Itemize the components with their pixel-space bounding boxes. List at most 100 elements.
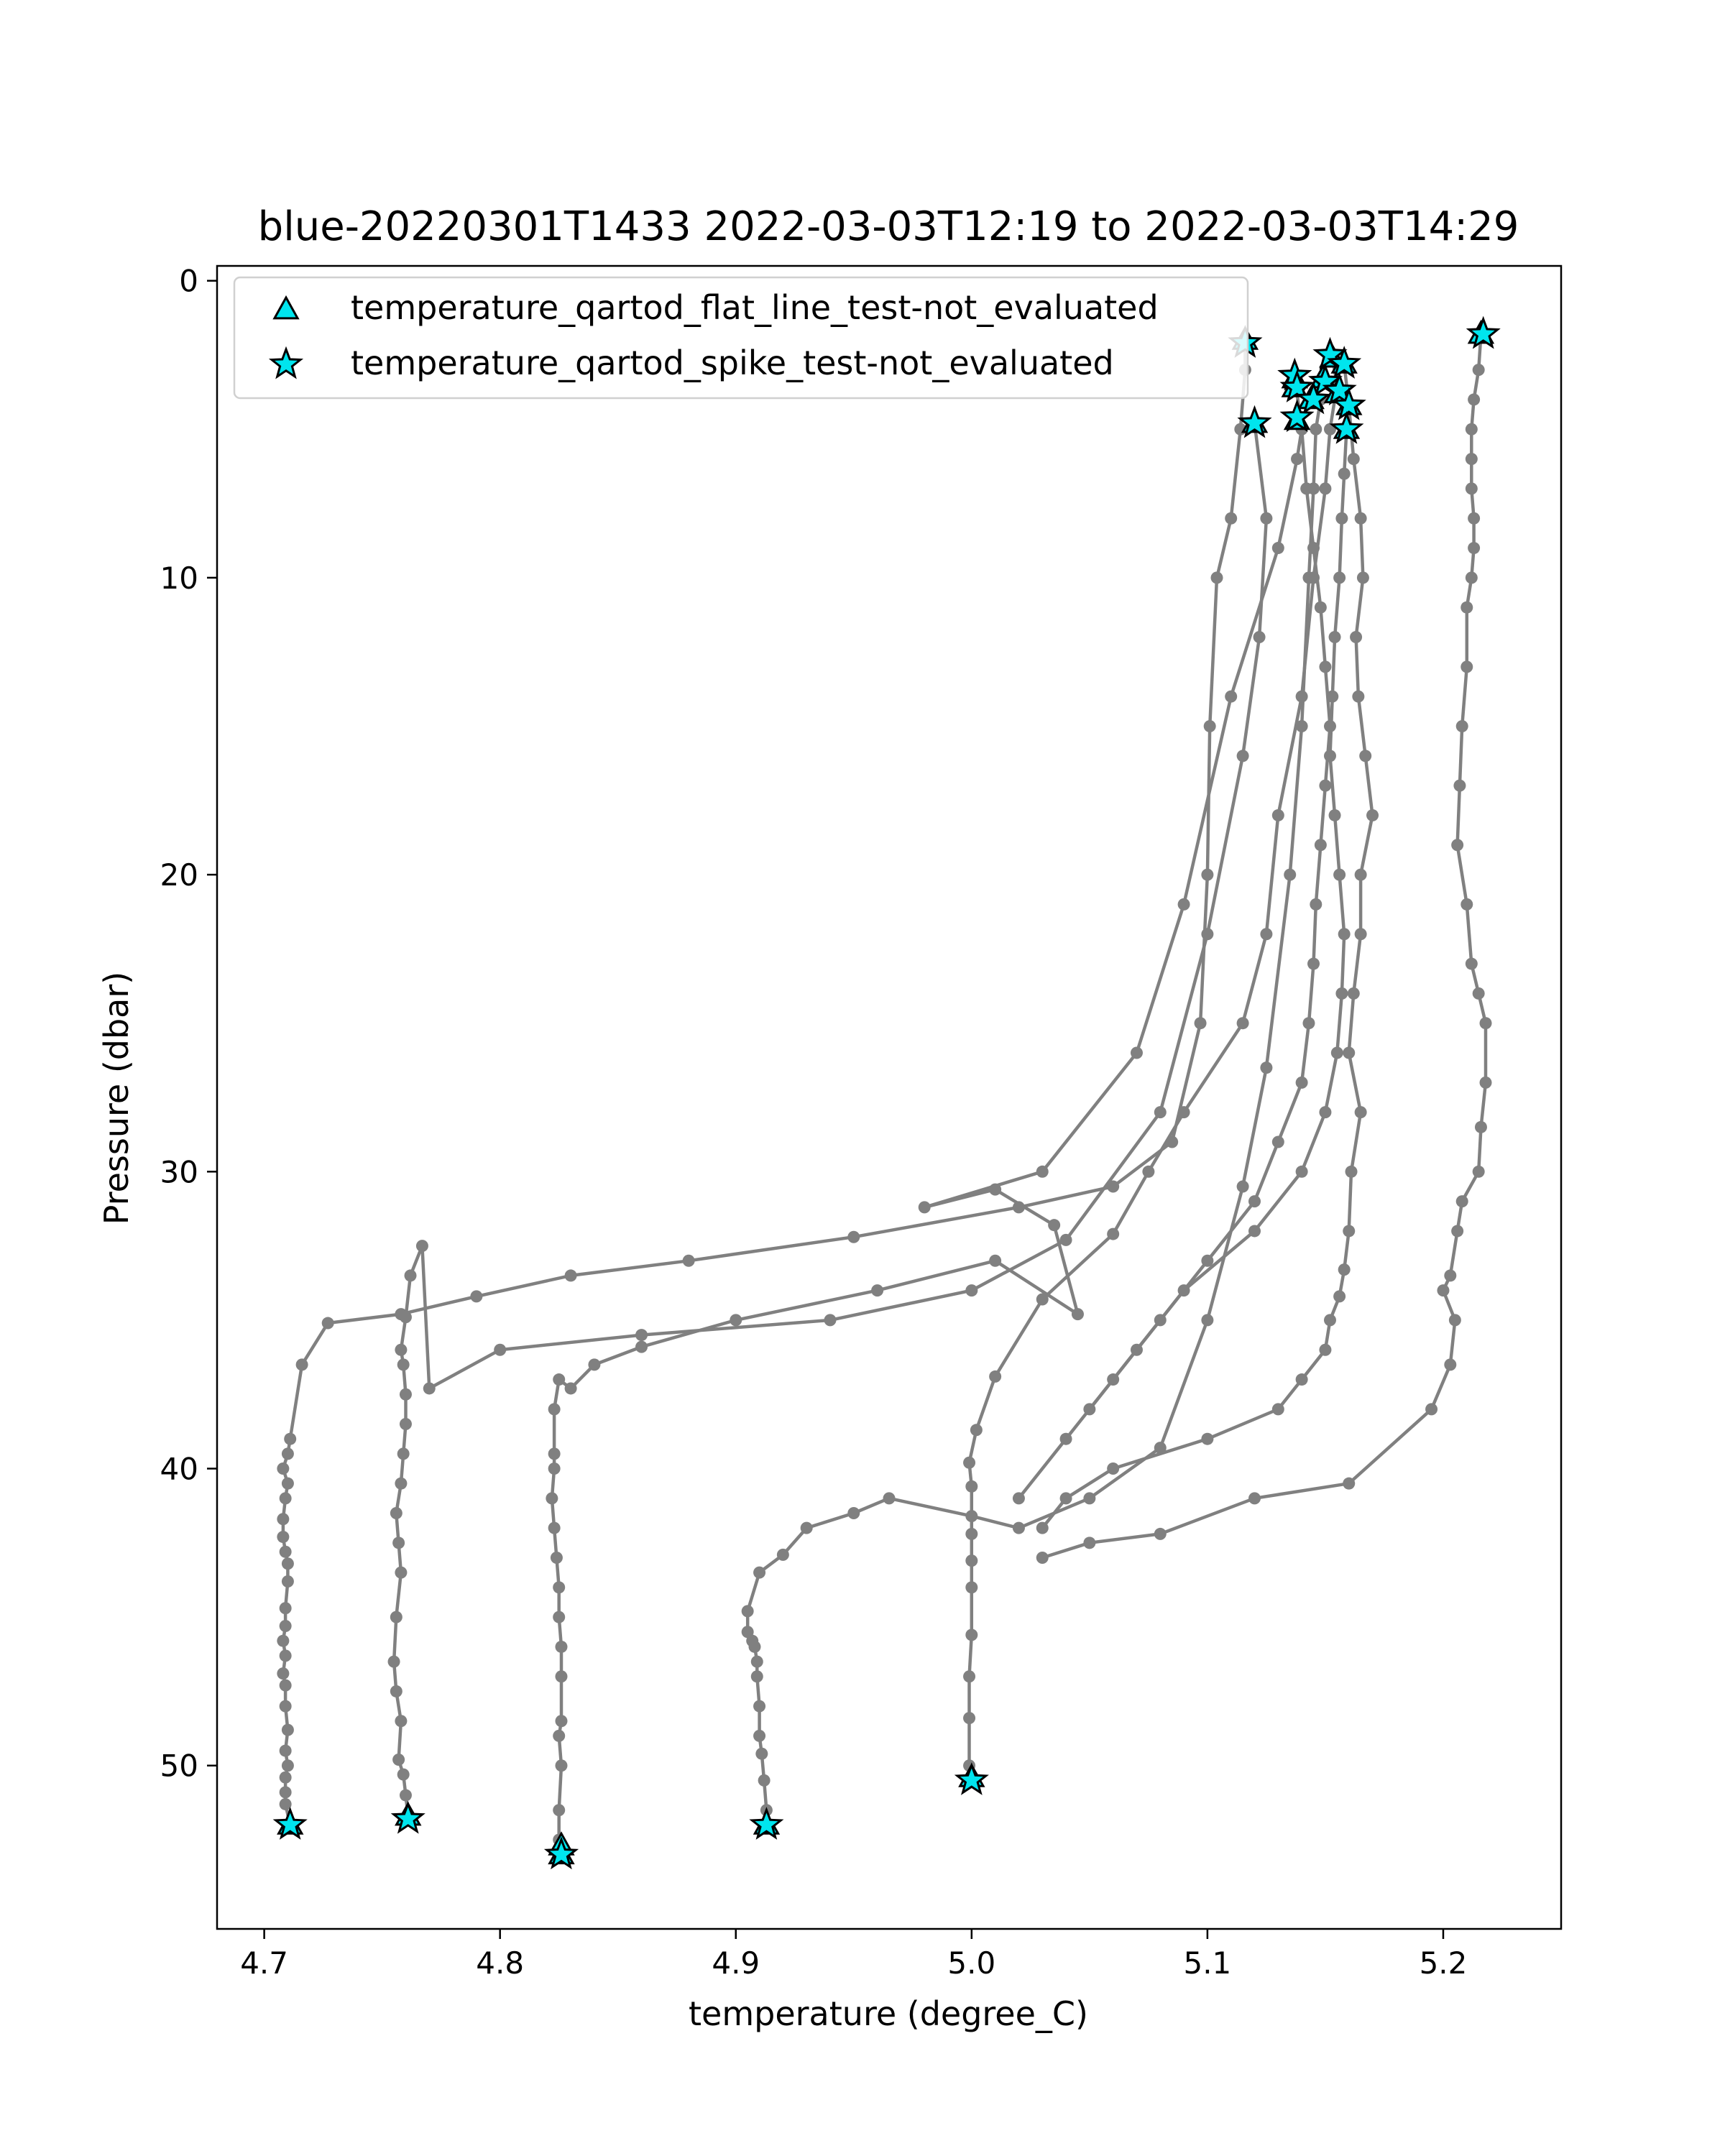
profile-line-1 [281,340,1247,1825]
spike-star-marker [1296,381,1331,415]
profile-point [1352,690,1365,703]
profile-line-3 [550,419,1304,1856]
profile-point [1354,1106,1367,1119]
x-tick-label: 4.8 [476,1945,524,1981]
profile-point [1302,1017,1315,1030]
profile-point [1451,1225,1464,1238]
profile-point [395,1566,408,1579]
profile-point [635,1340,648,1353]
profile-point [1248,1492,1261,1505]
x-axis: 4.7 4.8 4.9 5.0 5.1 5.2 [240,1929,1467,1981]
x-axis-label: temperature (degree_C) [689,1994,1088,2033]
profile-point [965,1581,978,1594]
profile-point [1154,1314,1167,1327]
profile-point [279,1786,292,1799]
y-tick-label: 0 [179,264,198,299]
profile-point [1366,808,1379,821]
profile-point [1307,957,1320,970]
profile-point [1271,1403,1284,1416]
profile-point [1012,1492,1025,1505]
profile-point [279,1649,292,1662]
spike-star-marker [543,1836,579,1870]
profile-point [1107,1227,1120,1240]
profile-line-2 [392,423,1269,1817]
profile-point [1472,364,1485,377]
profile-point [1356,571,1369,584]
profile-point [588,1358,601,1371]
profile-point [963,1670,976,1683]
profile-point [550,1551,563,1564]
profile-point [1460,898,1473,911]
profile-point [1059,1492,1072,1505]
profile-point [1479,1017,1492,1030]
profile-point [1465,453,1478,466]
y-tick-label: 30 [160,1154,198,1189]
profile-point [1012,1201,1025,1214]
profile-point [965,1284,978,1297]
profile-point [279,1602,292,1615]
profile-point [553,1581,566,1594]
profile-point [1107,1462,1120,1475]
x-tick-label: 5.1 [1183,1945,1231,1981]
y-tick-label: 20 [160,857,198,893]
spike-star-marker [1322,372,1357,405]
profile-point [635,1329,648,1342]
profile-point [1425,1403,1438,1416]
profile-point [883,1492,896,1505]
profile-point [1295,719,1308,732]
y-tick-label: 10 [160,561,198,596]
profile-point [1225,690,1238,703]
profile-point [1201,868,1214,881]
profile-point [1354,868,1367,881]
profile-point [279,1744,292,1757]
qartod-markers [272,315,1501,1870]
profile-point [1343,1225,1356,1238]
profile-point [1465,423,1478,436]
profile-point [963,1456,976,1469]
profile-lines [281,333,1488,1856]
profile-point [277,1513,290,1526]
profile-point [1328,631,1341,644]
profile-point [281,1759,294,1772]
profile-point [415,1240,428,1253]
profile-point [1177,1106,1190,1119]
profile-point [1036,1293,1049,1306]
profile-point [564,1382,577,1395]
profile-point [277,1667,290,1680]
profile-point [1295,1076,1308,1089]
profile-point [548,1447,561,1460]
profile-point [1455,1195,1468,1208]
spike-star-marker [1237,405,1272,438]
profile-point [1107,1373,1120,1386]
profile-point [1201,1432,1214,1445]
profile-point [281,1447,294,1460]
y-tick-label: 50 [160,1749,198,1784]
profile-point [1333,1290,1346,1303]
profile-point [1338,1263,1351,1276]
profile-point [564,1269,577,1282]
profile-point [399,1418,412,1431]
profile-point [548,1521,561,1534]
profile-point [1154,1442,1167,1455]
profile-point [1260,512,1273,525]
profile-point [1323,750,1336,763]
profile-point [494,1343,507,1356]
spike-star-marker [1327,346,1362,379]
legend-triangle-shape [272,295,300,320]
profile-point [281,1557,294,1570]
legend-star-marker [268,346,304,379]
x-tick-label: 4.9 [712,1945,760,1981]
profile-point [399,1311,412,1324]
x-tick-label: 5.2 [1420,1945,1468,1981]
profile-point [800,1521,813,1534]
profile-point [1451,839,1464,852]
profile-point [1343,1046,1356,1059]
profile-point [1319,1106,1332,1119]
profile-point [847,1230,860,1243]
profile-point [965,1480,978,1493]
profile-point [1335,987,1348,1000]
legend-label-flat-line: temperature_qartod_flat_line_test-not_ev… [351,288,1159,327]
plot-frame [216,264,1563,1930]
profile-point [1330,1046,1343,1059]
